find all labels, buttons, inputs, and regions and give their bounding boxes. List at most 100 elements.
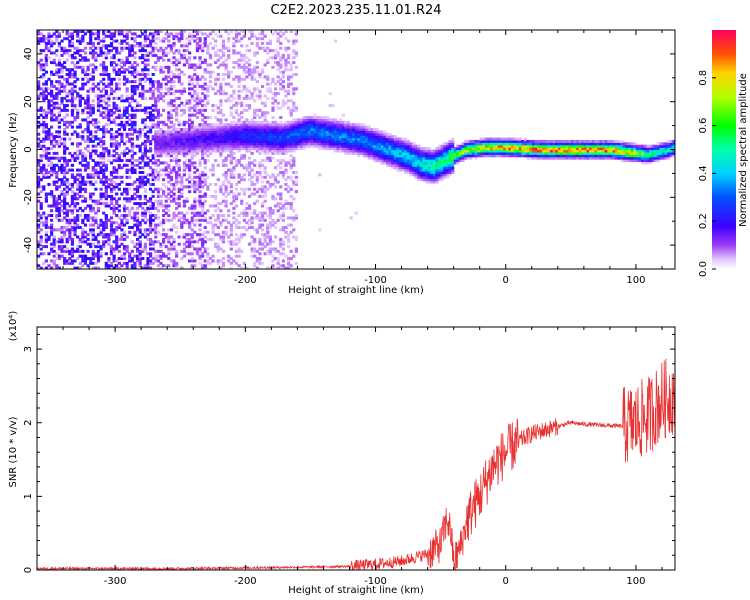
spectrogram-cell	[286, 259, 291, 263]
spectrogram-cell	[91, 166, 95, 170]
spectrogram-cell	[44, 199, 49, 203]
spectrogram-cell	[167, 65, 171, 69]
spectrogram-cell	[50, 204, 54, 208]
spectrogram-cell	[52, 151, 56, 155]
spectrogram-cell	[57, 32, 62, 36]
spectrogram-cell	[122, 214, 127, 218]
spectrogram-cell	[102, 156, 106, 160]
spectrogram-cell	[271, 96, 275, 100]
spectrogram-cell	[122, 75, 127, 79]
spectrogram-cell	[81, 96, 85, 100]
spectrogram-cell	[315, 132, 319, 136]
spectrogram-cell	[260, 37, 265, 41]
spectrogram-cell	[65, 237, 69, 241]
spectrogram-cell	[96, 87, 101, 91]
spectrogram-cell	[112, 233, 116, 237]
spectrogram-cell	[240, 137, 244, 141]
spectrogram-cell	[151, 168, 155, 172]
spectrogram-cell	[70, 75, 75, 79]
spectrogram-cell	[203, 96, 207, 100]
spectrogram-cell	[302, 127, 306, 131]
spectrogram-cell	[263, 187, 267, 191]
spectrogram-cell	[76, 94, 80, 98]
spectrogram-cell	[73, 73, 77, 77]
spectrogram-cell	[260, 185, 265, 189]
spectrogram-cell	[65, 92, 69, 96]
spectrogram-cell	[188, 225, 192, 229]
spectrogram-cell	[328, 125, 332, 129]
spectrogram-cell	[91, 233, 95, 237]
spectrogram-cell	[273, 123, 278, 127]
spectrogram-cell	[177, 187, 181, 191]
spectrogram-cell	[169, 154, 174, 158]
spectrogram-cell	[180, 187, 184, 191]
spectrogram-cell	[310, 135, 314, 139]
spectrogram-cell	[237, 147, 241, 151]
spectrogram-cell	[193, 144, 197, 148]
spectrogram-cell	[60, 235, 64, 239]
spectrogram-cell	[247, 58, 252, 62]
spectrogram-cell	[83, 199, 88, 203]
spectrogram-cell	[156, 132, 160, 136]
spectrogram-cell	[55, 142, 59, 146]
spectrogram-cell	[164, 65, 168, 69]
spectrogram-cell	[52, 106, 56, 110]
spectrogram-cell	[73, 70, 77, 74]
spectrogram-cell	[333, 132, 338, 136]
spectrogram-cell	[44, 240, 49, 244]
spectrogram-cell	[76, 192, 80, 196]
spectrogram-cell	[76, 144, 80, 148]
spectrogram-cell	[185, 149, 189, 153]
spectrogram-cell	[44, 41, 49, 45]
spectrogram-cell	[50, 108, 54, 112]
spectrogram-cell	[128, 137, 132, 141]
spectrogram-cell	[201, 108, 205, 112]
spectrogram-cell	[115, 63, 119, 67]
spectrogram-cell	[63, 46, 67, 50]
spectrogram-cell	[115, 144, 119, 148]
spectrogram-cell	[81, 37, 85, 41]
spectrogram-cell	[281, 159, 285, 163]
spectrogram-cell	[193, 264, 197, 268]
spectrogram-cell	[138, 254, 142, 258]
spectrogram-cell	[279, 125, 283, 129]
spectrogram-cell	[320, 120, 325, 124]
spectrogram-cell	[65, 168, 69, 172]
spectrogram-cell	[37, 82, 41, 86]
spectrogram-cell	[37, 175, 41, 179]
spectrogram-cell	[112, 132, 116, 136]
spectrogram-cell	[292, 101, 296, 105]
spectrogram-cell	[133, 37, 137, 41]
spectrogram-cell	[115, 30, 119, 33]
spectrogram-cell	[266, 223, 270, 227]
spectrogram-cell	[305, 120, 309, 124]
spectrogram-cell	[68, 41, 72, 45]
spectrogram-cell	[169, 130, 174, 134]
spectrogram-cell	[76, 65, 80, 69]
spectrogram-cell	[109, 135, 114, 139]
spectrogram-cell	[300, 127, 304, 131]
spectrogram-cell	[253, 108, 257, 112]
spectrogram-cell	[120, 132, 124, 136]
spectrogram-cell	[172, 44, 176, 48]
spectrogram-cell	[60, 96, 64, 100]
spectrogram-cell	[55, 96, 59, 100]
spectrogram-cell	[300, 118, 304, 122]
spectrogram-cell	[284, 199, 288, 203]
spectrogram-cell	[115, 84, 119, 88]
spectrogram-cell	[359, 139, 364, 143]
spectrogram-cell	[91, 75, 95, 79]
spectrogram-cell	[162, 58, 166, 62]
spectrogram-cell	[180, 101, 184, 105]
spectrogram-cell	[216, 249, 220, 253]
spectrogram-cell	[198, 44, 202, 48]
spectrogram-cell	[65, 108, 69, 112]
spectrogram-cell	[253, 261, 257, 265]
spectrogram-cell	[99, 113, 103, 117]
spectrogram-cell	[130, 197, 134, 201]
spectrogram-cell	[42, 187, 46, 191]
spectrogram-cell	[177, 49, 181, 53]
spectrogram-cell	[117, 73, 121, 77]
spectrogram-cell	[292, 87, 296, 91]
spectrogram-cell	[198, 149, 202, 153]
